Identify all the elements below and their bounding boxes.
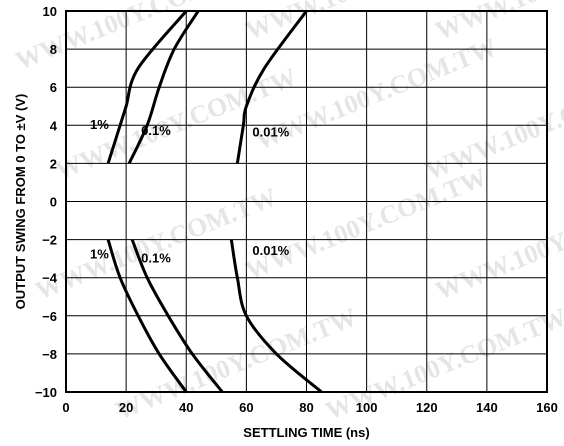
y-tick-label: 2 [50,156,57,171]
x-tick-label: 120 [416,400,438,415]
y-tick-label: −8 [42,347,57,362]
x-tick-label: 0 [62,400,69,415]
grid-lines [66,11,547,392]
curve-label: 0.1% [141,250,171,265]
y-tick-label: −6 [42,309,57,324]
y-tick-labels: 10 8 6 4 2 0 −2 −4 −6 −8 −10 [35,4,58,400]
curve-label: 1% [90,247,109,262]
x-tick-label: 140 [476,400,498,415]
x-axis-label: SETTLING TIME (ns) [243,425,369,440]
series-line [106,10,188,164]
series-line [106,239,188,393]
y-tick-label: −4 [42,271,58,286]
y-axis-label: OUTPUT SWING FROM 0 TO ±V (V) [13,94,28,310]
curve-labels: 1% 0.1% 0.01% 1% 0.1% 0.01% [90,117,290,265]
watermark-text: WWW.100Y.COM.TW [111,302,361,425]
curve-label: 0.01% [252,125,289,140]
x-tick-label: 100 [356,400,378,415]
watermark-text: WWW.100Y.COM.TW [31,182,281,305]
x-tick-label: 20 [119,400,133,415]
settling-curves [106,10,323,394]
curve-label: 1% [90,117,109,132]
y-tick-label: −10 [35,385,57,400]
x-tick-label: 160 [536,400,558,415]
series-line [235,10,308,164]
y-tick-label: 4 [50,118,58,133]
y-tick-label: 0 [50,195,57,210]
watermark-text: WWW.100Y.COM.TW [431,0,564,46]
watermark-layer: WWW.100Y.COM.TWWWW.100Y.COM.TWWWW.100Y.C… [11,0,564,426]
x-tick-label: 60 [239,400,253,415]
series-line [130,239,224,393]
y-tick-label: 10 [43,4,57,19]
y-tick-label: −2 [42,233,57,248]
y-tick-label: 8 [50,42,57,57]
x-tick-label: 80 [299,400,313,415]
x-tick-label: 40 [179,400,193,415]
curve-label: 0.1% [141,123,171,138]
series-line [229,239,323,394]
plot-frame [65,10,548,393]
x-tick-labels: 0 20 40 60 80 100 120 140 160 [62,400,557,415]
curve-label: 0.01% [252,243,289,258]
series-line [127,10,200,165]
y-tick-label: 6 [50,80,57,95]
